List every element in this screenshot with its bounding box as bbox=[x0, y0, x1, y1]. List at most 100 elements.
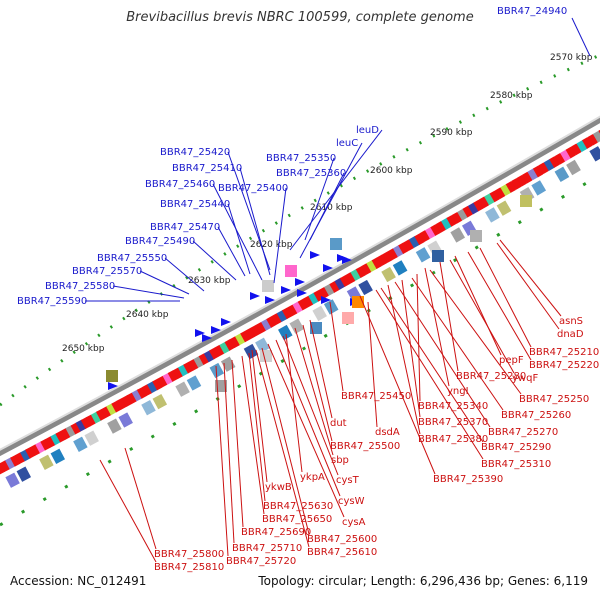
gene-block bbox=[186, 375, 202, 391]
lower-gene-label-bbr47-25280: BBR47_25280 bbox=[456, 371, 526, 382]
gene-arrow bbox=[203, 350, 215, 363]
lower-leader-line bbox=[223, 362, 235, 544]
gene-arrow bbox=[147, 380, 159, 394]
lower-leader-line bbox=[255, 349, 310, 548]
feature-box bbox=[260, 350, 272, 362]
gene-block bbox=[312, 305, 327, 322]
gene-block bbox=[531, 180, 547, 196]
reverse-gene-arrow bbox=[108, 382, 118, 390]
gene-arrow bbox=[292, 301, 304, 314]
lower-leader-line bbox=[294, 327, 334, 456]
lower-leader-line bbox=[375, 289, 484, 460]
lower-leader-line bbox=[411, 277, 504, 411]
lower-leader-line bbox=[124, 447, 157, 550]
lower-gene-label-cysa: cysA bbox=[342, 517, 366, 528]
lower-leader-line bbox=[387, 284, 421, 435]
upper-gene-label-bbr47-25490: BBR47_25490 bbox=[125, 236, 195, 247]
lower-gene-label-bbr47-25290: BBR47_25290 bbox=[481, 442, 551, 453]
lower-leader-line bbox=[329, 301, 344, 392]
topology-label: Topology: circular; Length: 6,296,436 bp… bbox=[258, 574, 588, 588]
gene-arrow bbox=[592, 130, 600, 143]
kbp-tick-label: 2570 kbp bbox=[550, 53, 593, 63]
gene-arrow bbox=[334, 277, 346, 290]
feature-box bbox=[215, 380, 227, 392]
reverse-gene-arrow bbox=[195, 329, 205, 337]
lower-gene-label-ywqf: ywqF bbox=[512, 373, 538, 384]
gene-arrow bbox=[50, 433, 62, 446]
lower-gene-label-bbr47-25710: BBR47_25710 bbox=[232, 543, 302, 554]
lower-gene-label-bbr47-25800: BBR47_25800 bbox=[154, 549, 224, 560]
lower-gene-label-dut: dut bbox=[330, 418, 347, 429]
upper-label-leaders bbox=[85, 17, 591, 302]
gene-arrow bbox=[20, 449, 31, 462]
inner-tick-arc bbox=[0, 173, 600, 527]
lower-gene-label-bbr47-25450: BBR47_25450 bbox=[341, 391, 411, 402]
lower-leader-line bbox=[241, 355, 265, 515]
gene-arrow bbox=[366, 259, 378, 273]
lower-gene-label-dsda: dsdA bbox=[375, 427, 400, 438]
upper-gene-label-bbr47-25470: BBR47_25470 bbox=[150, 222, 220, 233]
gene-arrow bbox=[5, 457, 16, 470]
gene-block bbox=[278, 324, 293, 341]
gene-arrow bbox=[467, 202, 479, 215]
lower-gene-label-bbr47-25270: BBR47_25270 bbox=[488, 427, 558, 438]
lower-gene-label-bbr47-25390: BBR47_25390 bbox=[433, 474, 503, 485]
feature-box bbox=[285, 265, 297, 277]
lower-leader-line bbox=[248, 352, 266, 502]
upper-gene-label-bbr47-25400: BBR47_25400 bbox=[218, 183, 288, 194]
lower-leader-line bbox=[499, 239, 562, 317]
gene-arrow bbox=[65, 425, 77, 438]
gene-block bbox=[450, 227, 466, 243]
gene-block bbox=[220, 356, 236, 372]
lower-label-leaders bbox=[99, 239, 562, 563]
upper-leader-line bbox=[309, 172, 345, 241]
upper-leader-line bbox=[164, 257, 205, 292]
gene-arrow bbox=[527, 168, 539, 181]
lower-gene-label-bbr47-25610: BBR47_25610 bbox=[307, 547, 377, 558]
gene-arrow bbox=[441, 217, 453, 230]
lower-leader-line bbox=[401, 279, 421, 418]
lower-gene-label-pepf: pepF bbox=[499, 355, 524, 366]
lower-gene-label-sbp: sbp bbox=[331, 455, 349, 466]
upper-gene-label-bbr47-25360: BBR47_25360 bbox=[276, 168, 346, 179]
feature-box bbox=[310, 322, 322, 334]
gene-arrow bbox=[484, 193, 496, 206]
lower-gene-labels: asnSdnaDBBR47_25210BBR47_25220pepFywqFBB… bbox=[154, 316, 599, 573]
lower-leader-line bbox=[261, 347, 310, 535]
lower-leader-line bbox=[99, 459, 157, 563]
lower-leader-line bbox=[282, 335, 339, 476]
kbp-tick-label: 2600 kbp bbox=[370, 166, 413, 176]
reverse-gene-arrow bbox=[221, 318, 231, 326]
gene-arrow bbox=[234, 332, 246, 346]
lower-leader-line bbox=[309, 319, 333, 419]
gene-block bbox=[141, 400, 156, 416]
lower-leader-line bbox=[215, 365, 229, 557]
gene-block bbox=[73, 436, 88, 452]
feature-box bbox=[432, 250, 444, 262]
lower-leader-line bbox=[302, 324, 333, 442]
feature-box bbox=[262, 280, 274, 292]
kbp-scale-arc bbox=[0, 53, 600, 407]
upper-leader-line bbox=[217, 226, 246, 277]
lower-gene-label-bbr47-25600: BBR47_25600 bbox=[307, 534, 377, 545]
lower-gene-label-bbr47-25340: BBR47_25340 bbox=[418, 401, 488, 412]
gene-block bbox=[566, 159, 581, 176]
lower-leader-line bbox=[479, 247, 532, 348]
lower-leader-line bbox=[454, 255, 502, 356]
lower-gene-label-bbr47-25500: BBR47_25500 bbox=[330, 441, 400, 452]
lower-gene-label-ykpa: ykpA bbox=[300, 472, 325, 483]
feature-box bbox=[520, 195, 532, 207]
reverse-gene-arrow bbox=[310, 251, 320, 259]
gene-arrow bbox=[35, 441, 47, 454]
reverse-gene-arrow bbox=[342, 256, 352, 264]
lower-leader-line bbox=[380, 287, 484, 443]
gene-block bbox=[39, 454, 54, 470]
gene-arrow bbox=[106, 403, 118, 416]
kbp-tick-label: 2630 kbp bbox=[188, 276, 231, 286]
upper-gene-label-bbr47-25590: BBR47_25590 bbox=[17, 296, 87, 307]
feature-box bbox=[106, 370, 118, 382]
gene-block bbox=[485, 207, 500, 223]
genome-title: Brevibacillus brevis NBRC 100599, comple… bbox=[126, 10, 474, 25]
upper-leader-line bbox=[112, 285, 185, 299]
gene-block bbox=[415, 247, 431, 263]
